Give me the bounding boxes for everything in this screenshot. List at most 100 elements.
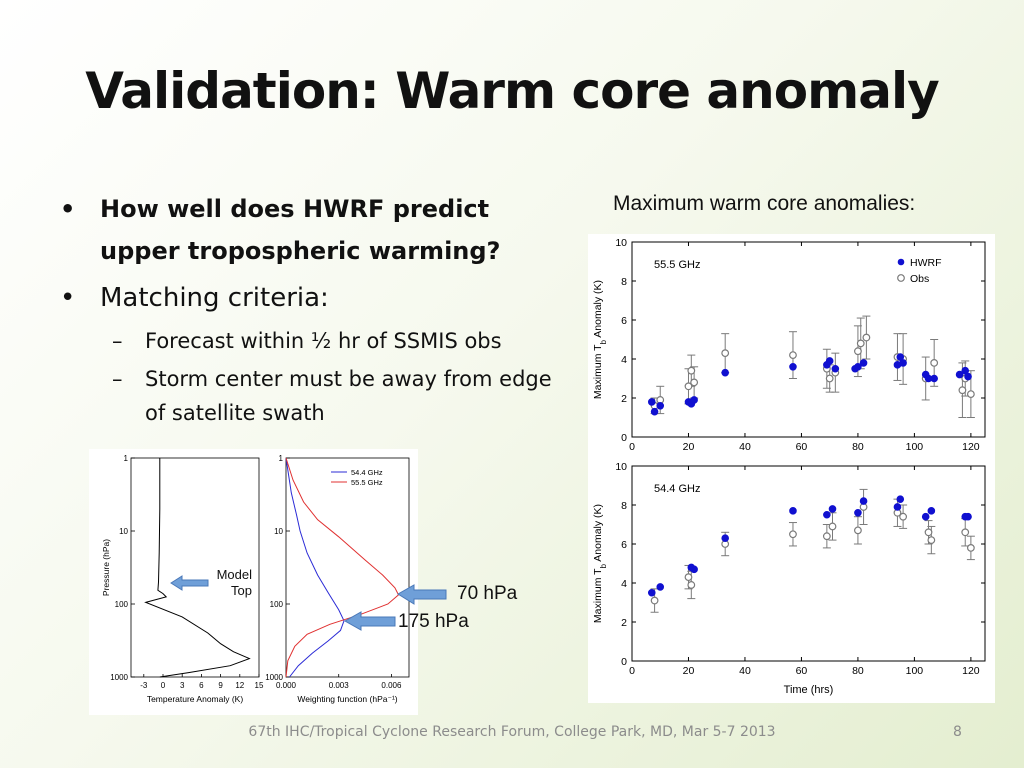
hwrf-point xyxy=(854,363,862,371)
panel-label: 55.5 GHz xyxy=(654,259,700,271)
sub-bullet-forecast: – Forecast within ½ hr of SSMIS obs xyxy=(60,324,560,358)
bullet-question-text: How well does HWRF predict upper troposp… xyxy=(100,195,501,265)
hwrf-point xyxy=(823,510,831,519)
hwrf-point xyxy=(831,364,840,373)
y-tick-label: 10 xyxy=(615,461,627,473)
hwrf-point xyxy=(854,509,862,517)
y-tick-label: 2 xyxy=(621,617,627,629)
legend-obs-marker xyxy=(897,274,905,282)
y-tick-label: 0 xyxy=(621,656,627,668)
hwrf-point xyxy=(647,398,656,406)
hwrf-point xyxy=(828,505,837,513)
x-tick-label: 0.006 xyxy=(381,681,402,690)
y-tick-label: 10 xyxy=(615,237,627,249)
obs-point xyxy=(687,366,696,375)
profile-frame-2 xyxy=(130,457,260,678)
profile-frame-3 xyxy=(285,457,410,678)
x-tick-label: 40 xyxy=(739,665,751,677)
page-number: 8 xyxy=(953,724,962,740)
x-tick-label: 3 xyxy=(180,681,185,690)
hwrf-point xyxy=(690,396,698,404)
hwrf-point xyxy=(896,353,905,361)
x-axis-label: Time (hrs) xyxy=(784,684,834,696)
profile-line-54.4-ghz xyxy=(285,457,345,678)
label-70hpa: 70 hPa xyxy=(457,583,518,604)
obs-point xyxy=(966,544,975,552)
y-tick-label: 2 xyxy=(621,393,627,405)
y-tick-label: 0 xyxy=(621,432,627,444)
x-tick-label: 100 xyxy=(906,441,924,453)
warm-core-chart-panel: 0 20 40 60 80 100 120 0 2 4 6 8 10 55.5 GHz Maximum Tb… xyxy=(588,234,995,703)
x-tick-label: 0.000 xyxy=(276,681,297,690)
obs-point xyxy=(927,536,936,545)
y-tick-label: 1000 xyxy=(265,673,283,682)
hwrf-point xyxy=(896,495,905,503)
label-model-top: Model Top xyxy=(204,567,252,599)
x-tick-label: 60 xyxy=(796,441,808,453)
x-tick-label: 120 xyxy=(962,665,980,677)
legend-obs-label: Obs xyxy=(910,273,929,285)
sub-bullet-storm-text: Storm center must be away from edge of s… xyxy=(145,367,552,425)
y-tick-label: 4 xyxy=(621,578,627,590)
hwrf-point xyxy=(927,507,936,515)
sub-bullet-forecast-text: Forecast within ½ hr of SSMIS obs xyxy=(145,329,502,353)
x-tick-label: 80 xyxy=(852,441,864,453)
y-axis-label: Pressure (hPa) xyxy=(101,539,111,596)
sub-bullet-dash: – xyxy=(112,329,123,353)
arrow-175hpa xyxy=(343,611,396,631)
hwrf-point xyxy=(650,407,659,416)
obs-point xyxy=(789,530,797,539)
legend-hwrf-marker xyxy=(897,258,905,266)
obs-point xyxy=(828,522,837,531)
y-tick-label: 6 xyxy=(621,539,627,551)
y-tick-label: 4 xyxy=(621,354,627,366)
x-tick-label: 60 xyxy=(796,665,808,677)
hwrf-point xyxy=(647,588,656,597)
x-tick-label: 9 xyxy=(218,681,223,690)
x-tick-label: 0.003 xyxy=(329,681,350,690)
obs-point xyxy=(966,390,975,399)
y-tick-label: 1 xyxy=(279,454,284,463)
obs-point xyxy=(822,532,831,541)
hwrf-point xyxy=(964,512,972,521)
panel-label: 54.4 GHz xyxy=(654,483,700,495)
obs-point xyxy=(856,339,865,348)
hwrf-point xyxy=(721,534,729,542)
hwrf-point xyxy=(930,374,938,383)
hwrf-point xyxy=(893,503,902,511)
hwrf-point xyxy=(656,583,665,591)
label-model-top-line1: Model xyxy=(216,567,252,582)
bullet-criteria: • Matching criteria: xyxy=(60,276,560,320)
obs-point xyxy=(924,528,933,537)
x-tick-label: -3 xyxy=(140,681,148,690)
y-tick-label: 1000 xyxy=(110,673,128,682)
y-tick-label: 8 xyxy=(621,500,627,512)
y-tick-label: 6 xyxy=(621,315,627,327)
x-tick-label: 0 xyxy=(629,441,635,453)
profile-line-55.5-ghz xyxy=(285,457,400,678)
hwrf-point xyxy=(825,357,834,365)
hwrf-point xyxy=(859,497,868,505)
legend-label: 55.5 GHz xyxy=(351,478,383,487)
obs-point xyxy=(899,512,908,521)
hwrf-point xyxy=(721,368,729,377)
hwrf-point xyxy=(964,372,972,381)
hwrf-point xyxy=(789,363,797,371)
y-tick-label: 100 xyxy=(270,600,284,609)
x-tick-label: 20 xyxy=(683,441,695,453)
label-model-top-line2: Top xyxy=(231,583,252,598)
y-tick-label: 10 xyxy=(119,527,128,536)
x-tick-label: 40 xyxy=(739,441,751,453)
obs-point xyxy=(789,351,797,359)
y-tick-label: 1 xyxy=(124,454,129,463)
hwrf-point xyxy=(690,565,698,574)
profile-charts: 1 10 100 1000 -3 0 3 6 9 12 15 Temperature Anomaly … xyxy=(101,454,410,704)
obs-point xyxy=(958,386,967,395)
y-tick-label: 10 xyxy=(274,527,283,536)
obs-point xyxy=(825,374,834,383)
x-tick-label: 20 xyxy=(683,665,695,677)
profile-line-temperature xyxy=(144,458,251,678)
hwrf-point xyxy=(921,512,930,521)
